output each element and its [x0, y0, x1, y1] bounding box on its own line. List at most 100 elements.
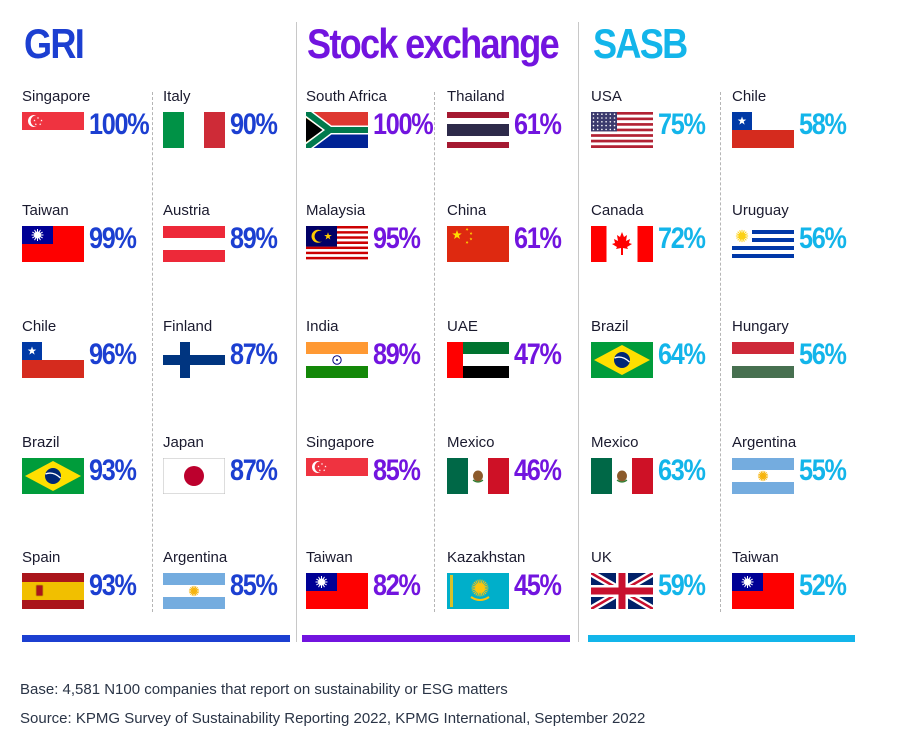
- country-cell-uruguay: Uruguay 56%: [732, 202, 882, 282]
- austria-flag-icon: [163, 226, 225, 262]
- percentage-value: 89%: [373, 338, 421, 371]
- country-cell-taiwan: Taiwan 82%: [306, 549, 456, 629]
- percentage-value: 100%: [89, 108, 150, 141]
- percentage-value: 52%: [799, 569, 847, 602]
- country-cell-mexico: Mexico 46%: [447, 434, 597, 514]
- country-cell-argentina: Argentina 55%: [732, 434, 882, 514]
- country-name: Hungary: [732, 318, 789, 335]
- spain-flag-icon: [22, 573, 84, 609]
- percentage-value: 100%: [373, 108, 434, 141]
- country-name: Argentina: [163, 549, 228, 566]
- uae-flag-icon: [447, 342, 509, 378]
- argentina-flag-icon: [163, 573, 225, 609]
- gri-title: GRI: [24, 20, 85, 67]
- country-name: South Africa: [306, 88, 387, 105]
- percentage-value: 85%: [373, 454, 421, 487]
- percentage-value: 99%: [89, 222, 137, 255]
- stock-exchange-title: Stock exchange: [307, 20, 560, 67]
- country-name: Chile: [732, 88, 767, 105]
- country-name: Taiwan: [22, 202, 69, 219]
- brazil-flag-icon: [591, 342, 653, 378]
- country-name: Japan: [163, 434, 204, 451]
- group-separator: [296, 22, 297, 642]
- country-cell-chile: Chile 58%: [732, 88, 882, 168]
- south-africa-flag-icon: [306, 112, 368, 148]
- mexico-flag-icon: [591, 458, 653, 494]
- country-cell-italy: Italy 90%: [163, 88, 313, 168]
- percentage-value: 82%: [373, 569, 421, 602]
- country-cell-singapore: Singapore 100%: [22, 88, 172, 168]
- country-name: Uruguay: [732, 202, 789, 219]
- country-name: Mexico: [591, 434, 639, 451]
- percentage-value: 96%: [89, 338, 137, 371]
- country-cell-usa: USA 75%: [591, 88, 741, 168]
- taiwan-flag-icon: [22, 226, 84, 262]
- country-cell-brazil: Brazil 93%: [22, 434, 172, 514]
- percentage-value: 89%: [230, 222, 278, 255]
- country-name: Thailand: [447, 88, 505, 105]
- taiwan-flag-icon: [306, 573, 368, 609]
- percentage-value: 47%: [514, 338, 562, 371]
- country-name: Italy: [163, 88, 191, 105]
- country-cell-argentina: Argentina 85%: [163, 549, 313, 629]
- percentage-value: 85%: [230, 569, 278, 602]
- percentage-value: 61%: [514, 108, 562, 141]
- country-name: UK: [591, 549, 612, 566]
- percentage-value: 87%: [230, 338, 278, 371]
- malaysia-flag-icon: [306, 226, 368, 262]
- percentage-value: 56%: [799, 222, 847, 255]
- country-cell-japan: Japan 87%: [163, 434, 313, 514]
- country-name: Brazil: [591, 318, 629, 335]
- country-cell-brazil: Brazil 64%: [591, 318, 741, 398]
- gri-underline-bar: [22, 635, 290, 642]
- country-name: Chile: [22, 318, 57, 335]
- column-separator: [152, 92, 153, 612]
- country-cell-mexico: Mexico 63%: [591, 434, 741, 514]
- brazil-flag-icon: [22, 458, 84, 494]
- percentage-value: 45%: [514, 569, 562, 602]
- chile-flag-icon: [732, 112, 794, 148]
- percentage-value: 72%: [658, 222, 706, 255]
- country-cell-south-africa: South Africa 100%: [306, 88, 456, 168]
- sasb-underline-bar: [588, 635, 855, 642]
- finland-flag-icon: [163, 342, 225, 378]
- hungary-flag-icon: [732, 342, 794, 378]
- country-cell-singapore: Singapore 85%: [306, 434, 456, 514]
- usa-flag-icon: [591, 112, 653, 148]
- percentage-value: 59%: [658, 569, 706, 602]
- country-cell-uk: UK 59%: [591, 549, 741, 629]
- japan-flag-icon: [163, 458, 225, 494]
- country-cell-taiwan: Taiwan 99%: [22, 202, 172, 282]
- country-cell-india: India 89%: [306, 318, 456, 398]
- percentage-value: 61%: [514, 222, 562, 255]
- chile-flag-icon: [22, 342, 84, 378]
- country-name: UAE: [447, 318, 478, 335]
- canada-flag-icon: [591, 226, 653, 262]
- group-separator: [578, 22, 579, 642]
- singapore-flag-icon: [22, 112, 84, 148]
- china-flag-icon: [447, 226, 509, 262]
- italy-flag-icon: [163, 112, 225, 148]
- uk-flag-icon: [591, 573, 653, 609]
- country-cell-thailand: Thailand 61%: [447, 88, 597, 168]
- source-note: Source: KPMG Survey of Sustainability Re…: [20, 710, 646, 727]
- sasb-title: SASB: [593, 20, 688, 67]
- country-name: USA: [591, 88, 622, 105]
- country-name: Brazil: [22, 434, 60, 451]
- country-cell-austria: Austria 89%: [163, 202, 313, 282]
- mexico-flag-icon: [447, 458, 509, 494]
- percentage-value: 58%: [799, 108, 847, 141]
- country-cell-hungary: Hungary 56%: [732, 318, 882, 398]
- column-separator: [720, 92, 721, 612]
- country-name: Canada: [591, 202, 644, 219]
- country-name: Malaysia: [306, 202, 366, 219]
- country-name: Argentina: [732, 434, 797, 451]
- country-name: Singapore: [22, 88, 91, 105]
- base-note: Base: 4,581 N100 companies that report o…: [20, 681, 508, 698]
- country-name: Singapore: [306, 434, 375, 451]
- percentage-value: 75%: [658, 108, 706, 141]
- country-cell-uae: UAE 47%: [447, 318, 597, 398]
- thailand-flag-icon: [447, 112, 509, 148]
- country-cell-chile: Chile 96%: [22, 318, 172, 398]
- country-name: India: [306, 318, 339, 335]
